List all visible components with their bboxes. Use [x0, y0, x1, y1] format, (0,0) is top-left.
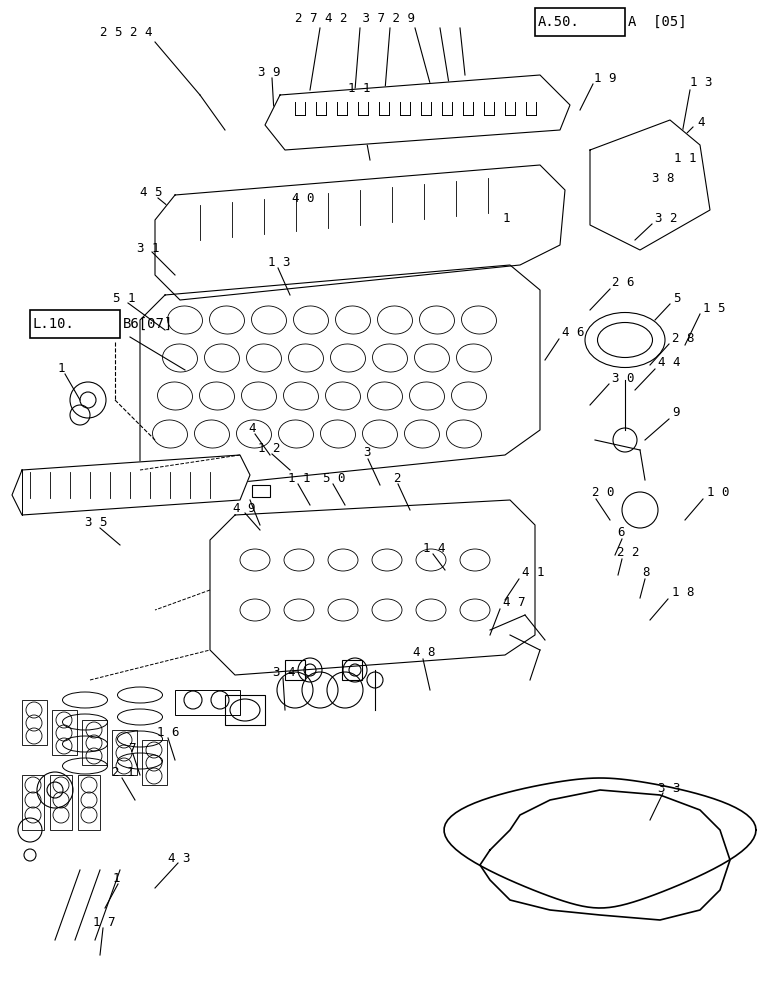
Text: 7: 7: [128, 742, 136, 754]
Polygon shape: [12, 455, 250, 515]
Text: 2 8: 2 8: [672, 332, 694, 344]
Text: 4 6: 4 6: [562, 326, 584, 340]
Text: 4 3: 4 3: [168, 852, 190, 864]
Text: 3 9: 3 9: [258, 66, 281, 79]
Bar: [50, 775, 72, 830]
Text: 2: 2: [393, 472, 400, 485]
Text: A  [05]: A [05]: [628, 15, 686, 29]
Text: 6: 6: [617, 526, 625, 540]
Text: 9: 9: [672, 406, 679, 420]
Text: 4: 4: [697, 116, 704, 129]
Bar: [252, 485, 270, 497]
Text: 5 1: 5 1: [113, 292, 136, 304]
Bar: [535, 8, 625, 36]
Text: 3 0: 3 0: [612, 371, 634, 384]
Bar: [22, 700, 47, 745]
Polygon shape: [590, 120, 710, 250]
Text: 1: 1: [503, 212, 510, 225]
Polygon shape: [140, 265, 540, 490]
Text: 1 2: 1 2: [258, 442, 281, 454]
Text: 3 8: 3 8: [652, 172, 675, 184]
Text: L.10.: L.10.: [33, 317, 75, 331]
Bar: [30, 310, 120, 338]
Text: 3 1: 3 1: [137, 241, 159, 254]
Bar: [22, 775, 44, 830]
Bar: [52, 710, 77, 755]
Text: 5: 5: [673, 292, 680, 304]
Text: 3 5: 3 5: [85, 516, 108, 530]
Text: 1 3: 1 3: [268, 255, 290, 268]
Text: 8: 8: [642, 566, 650, 580]
Circle shape: [642, 172, 648, 178]
Text: 1 9: 1 9: [594, 72, 616, 85]
Bar: [78, 775, 100, 830]
Text: 2 0: 2 0: [592, 487, 615, 499]
Text: A.50.: A.50.: [538, 15, 580, 29]
Text: 1 1: 1 1: [674, 151, 697, 164]
Text: 3 2: 3 2: [655, 212, 678, 225]
Text: 3 3: 3 3: [658, 782, 680, 794]
Text: 4 7: 4 7: [503, 596, 526, 609]
Text: 4: 4: [248, 422, 256, 434]
Text: 1 4: 1 4: [423, 542, 445, 554]
Bar: [82, 720, 107, 765]
Text: 1 5: 1 5: [703, 302, 725, 314]
Text: 1 1: 1 1: [288, 472, 310, 485]
Text: 5 0: 5 0: [323, 472, 346, 485]
Text: 1: 1: [113, 871, 120, 884]
Bar: [175, 690, 240, 715]
Text: 4 4: 4 4: [658, 357, 680, 369]
Text: 2 2: 2 2: [617, 546, 640, 560]
Text: 4 9: 4 9: [233, 502, 256, 514]
Bar: [112, 730, 137, 775]
Text: 2 7 4 2  3 7 2 9: 2 7 4 2 3 7 2 9: [295, 11, 415, 24]
Text: 1 0: 1 0: [707, 487, 729, 499]
Bar: [342, 660, 362, 680]
Text: 1 6: 1 6: [157, 726, 179, 740]
Text: 4 1: 4 1: [522, 566, 544, 580]
Text: 4 5: 4 5: [140, 186, 162, 198]
Bar: [255, 525, 290, 547]
Text: 3 4: 3 4: [273, 666, 296, 680]
Text: 4 0: 4 0: [292, 192, 314, 205]
Bar: [142, 740, 167, 785]
Text: 2 6: 2 6: [612, 276, 634, 290]
Text: 4 8: 4 8: [413, 647, 435, 660]
Bar: [285, 660, 305, 680]
Text: 2 5 2 4: 2 5 2 4: [100, 25, 153, 38]
Text: 1: 1: [58, 361, 66, 374]
Text: 1 7: 1 7: [93, 916, 115, 930]
Polygon shape: [265, 75, 570, 150]
Text: 1 3: 1 3: [690, 76, 712, 89]
Text: 2 1: 2 1: [112, 766, 134, 780]
Text: B6[07]: B6[07]: [123, 317, 173, 331]
Polygon shape: [155, 165, 565, 300]
Bar: [225, 695, 265, 725]
Text: 1 1: 1 1: [348, 82, 370, 95]
Text: 3: 3: [363, 446, 370, 460]
Polygon shape: [210, 500, 535, 675]
Text: 1 8: 1 8: [672, 586, 694, 599]
Polygon shape: [480, 790, 730, 920]
